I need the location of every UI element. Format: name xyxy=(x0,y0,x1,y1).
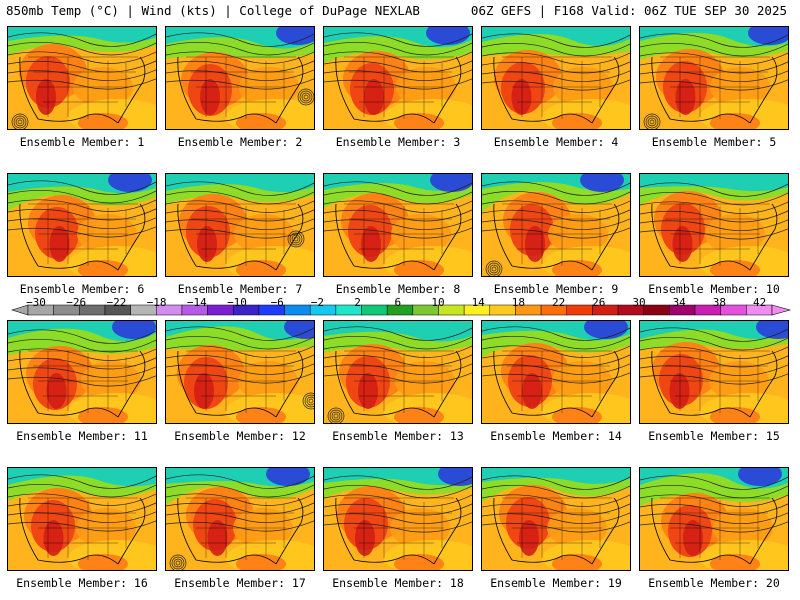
member-label-15: Ensemble Member: 15 xyxy=(648,429,780,443)
colorbar-tick-label: 30 xyxy=(632,296,646,309)
temperature-map xyxy=(8,27,156,129)
member-map-3 xyxy=(323,26,473,130)
colorbar-tick-label: 42 xyxy=(752,296,767,309)
colorbar-tick-label: 14 xyxy=(471,296,485,309)
member-map-14 xyxy=(481,320,631,424)
member-map-5 xyxy=(639,26,789,130)
member-map-13 xyxy=(323,320,473,424)
colorbar-tick-label: −22 xyxy=(106,296,127,309)
colorbar-tick-label: 38 xyxy=(712,296,727,309)
colorbar-tick-label: −10 xyxy=(227,296,247,309)
temperature-map xyxy=(640,468,788,570)
member-label-1: Ensemble Member: 1 xyxy=(19,135,145,149)
member-map-8 xyxy=(323,173,473,277)
colorbar-tick-label: 6 xyxy=(394,296,402,309)
member-map-2 xyxy=(165,26,315,130)
colorbar-tick-label: −2 xyxy=(310,296,325,309)
colorbar-tick-label: −6 xyxy=(270,296,284,309)
member-label-13: Ensemble Member: 13 xyxy=(332,429,464,443)
colorbar-tick-label: −18 xyxy=(146,296,167,309)
colorbar-tick-label: 34 xyxy=(672,296,686,309)
colorbar-tick-label: 26 xyxy=(592,296,606,309)
member-label-16: Ensemble Member: 16 xyxy=(16,576,148,590)
temperature-map xyxy=(482,27,630,129)
member-label-6: Ensemble Member: 6 xyxy=(19,282,145,296)
colorbar-tick-label: −30 xyxy=(26,296,46,309)
member-map-4 xyxy=(481,26,631,130)
model-valid-time: 06Z GEFS | F168 Valid: 06Z TUE SEP 30 20… xyxy=(470,3,787,18)
member-label-3: Ensemble Member: 3 xyxy=(335,135,461,149)
temperature-map xyxy=(324,27,472,129)
member-label-4: Ensemble Member: 4 xyxy=(493,135,619,149)
member-label-9: Ensemble Member: 9 xyxy=(493,282,619,296)
member-map-12 xyxy=(165,320,315,424)
temperature-map xyxy=(166,321,314,423)
temperature-map xyxy=(8,321,156,423)
member-label-14: Ensemble Member: 14 xyxy=(490,429,622,443)
member-label-12: Ensemble Member: 12 xyxy=(174,429,306,443)
member-label-11: Ensemble Member: 11 xyxy=(16,429,148,443)
temperature-map xyxy=(8,174,156,276)
map-title: 850mb Temp (°C) | Wind (kts) | College o… xyxy=(6,3,420,18)
temperature-map xyxy=(640,27,788,129)
colorbar-tick-label: −26 xyxy=(66,296,87,309)
member-map-9 xyxy=(481,173,631,277)
temperature-map xyxy=(482,468,630,570)
member-map-16 xyxy=(7,467,157,571)
member-map-15 xyxy=(639,320,789,424)
member-label-10: Ensemble Member: 10 xyxy=(648,282,780,296)
colorbar-tick-label: −14 xyxy=(186,296,207,309)
temperature-map xyxy=(640,174,788,276)
member-map-1 xyxy=(7,26,157,130)
member-map-6 xyxy=(7,173,157,277)
member-map-18 xyxy=(323,467,473,571)
temperature-map xyxy=(324,321,472,423)
colorbar-tick-label: 22 xyxy=(551,296,566,309)
member-map-19 xyxy=(481,467,631,571)
member-map-11 xyxy=(7,320,157,424)
colorbar-tick-label: 2 xyxy=(354,296,361,309)
member-label-18: Ensemble Member: 18 xyxy=(332,576,464,590)
colorbar-tick-label: 18 xyxy=(511,296,526,309)
temperature-map xyxy=(166,468,314,570)
member-map-20 xyxy=(639,467,789,571)
member-label-17: Ensemble Member: 17 xyxy=(174,576,306,590)
member-map-10 xyxy=(639,173,789,277)
temperature-map xyxy=(166,27,314,129)
colorbar-tick-label: 10 xyxy=(431,296,445,309)
colorbar-high-arrow xyxy=(771,304,792,316)
member-label-20: Ensemble Member: 20 xyxy=(648,576,780,590)
temperature-map xyxy=(8,468,156,570)
member-map-17 xyxy=(165,467,315,571)
temperature-map xyxy=(482,321,630,423)
member-label-7: Ensemble Member: 7 xyxy=(177,282,303,296)
temperature-map xyxy=(166,174,314,276)
temperature-colorbar xyxy=(10,304,792,316)
temperature-map xyxy=(324,468,472,570)
temperature-map xyxy=(640,321,788,423)
temperature-map xyxy=(482,174,630,276)
member-label-2: Ensemble Member: 2 xyxy=(177,135,303,149)
member-label-8: Ensemble Member: 8 xyxy=(335,282,461,296)
temperature-map xyxy=(324,174,472,276)
member-label-19: Ensemble Member: 19 xyxy=(490,576,622,590)
member-label-5: Ensemble Member: 5 xyxy=(651,135,777,149)
member-map-7 xyxy=(165,173,315,277)
